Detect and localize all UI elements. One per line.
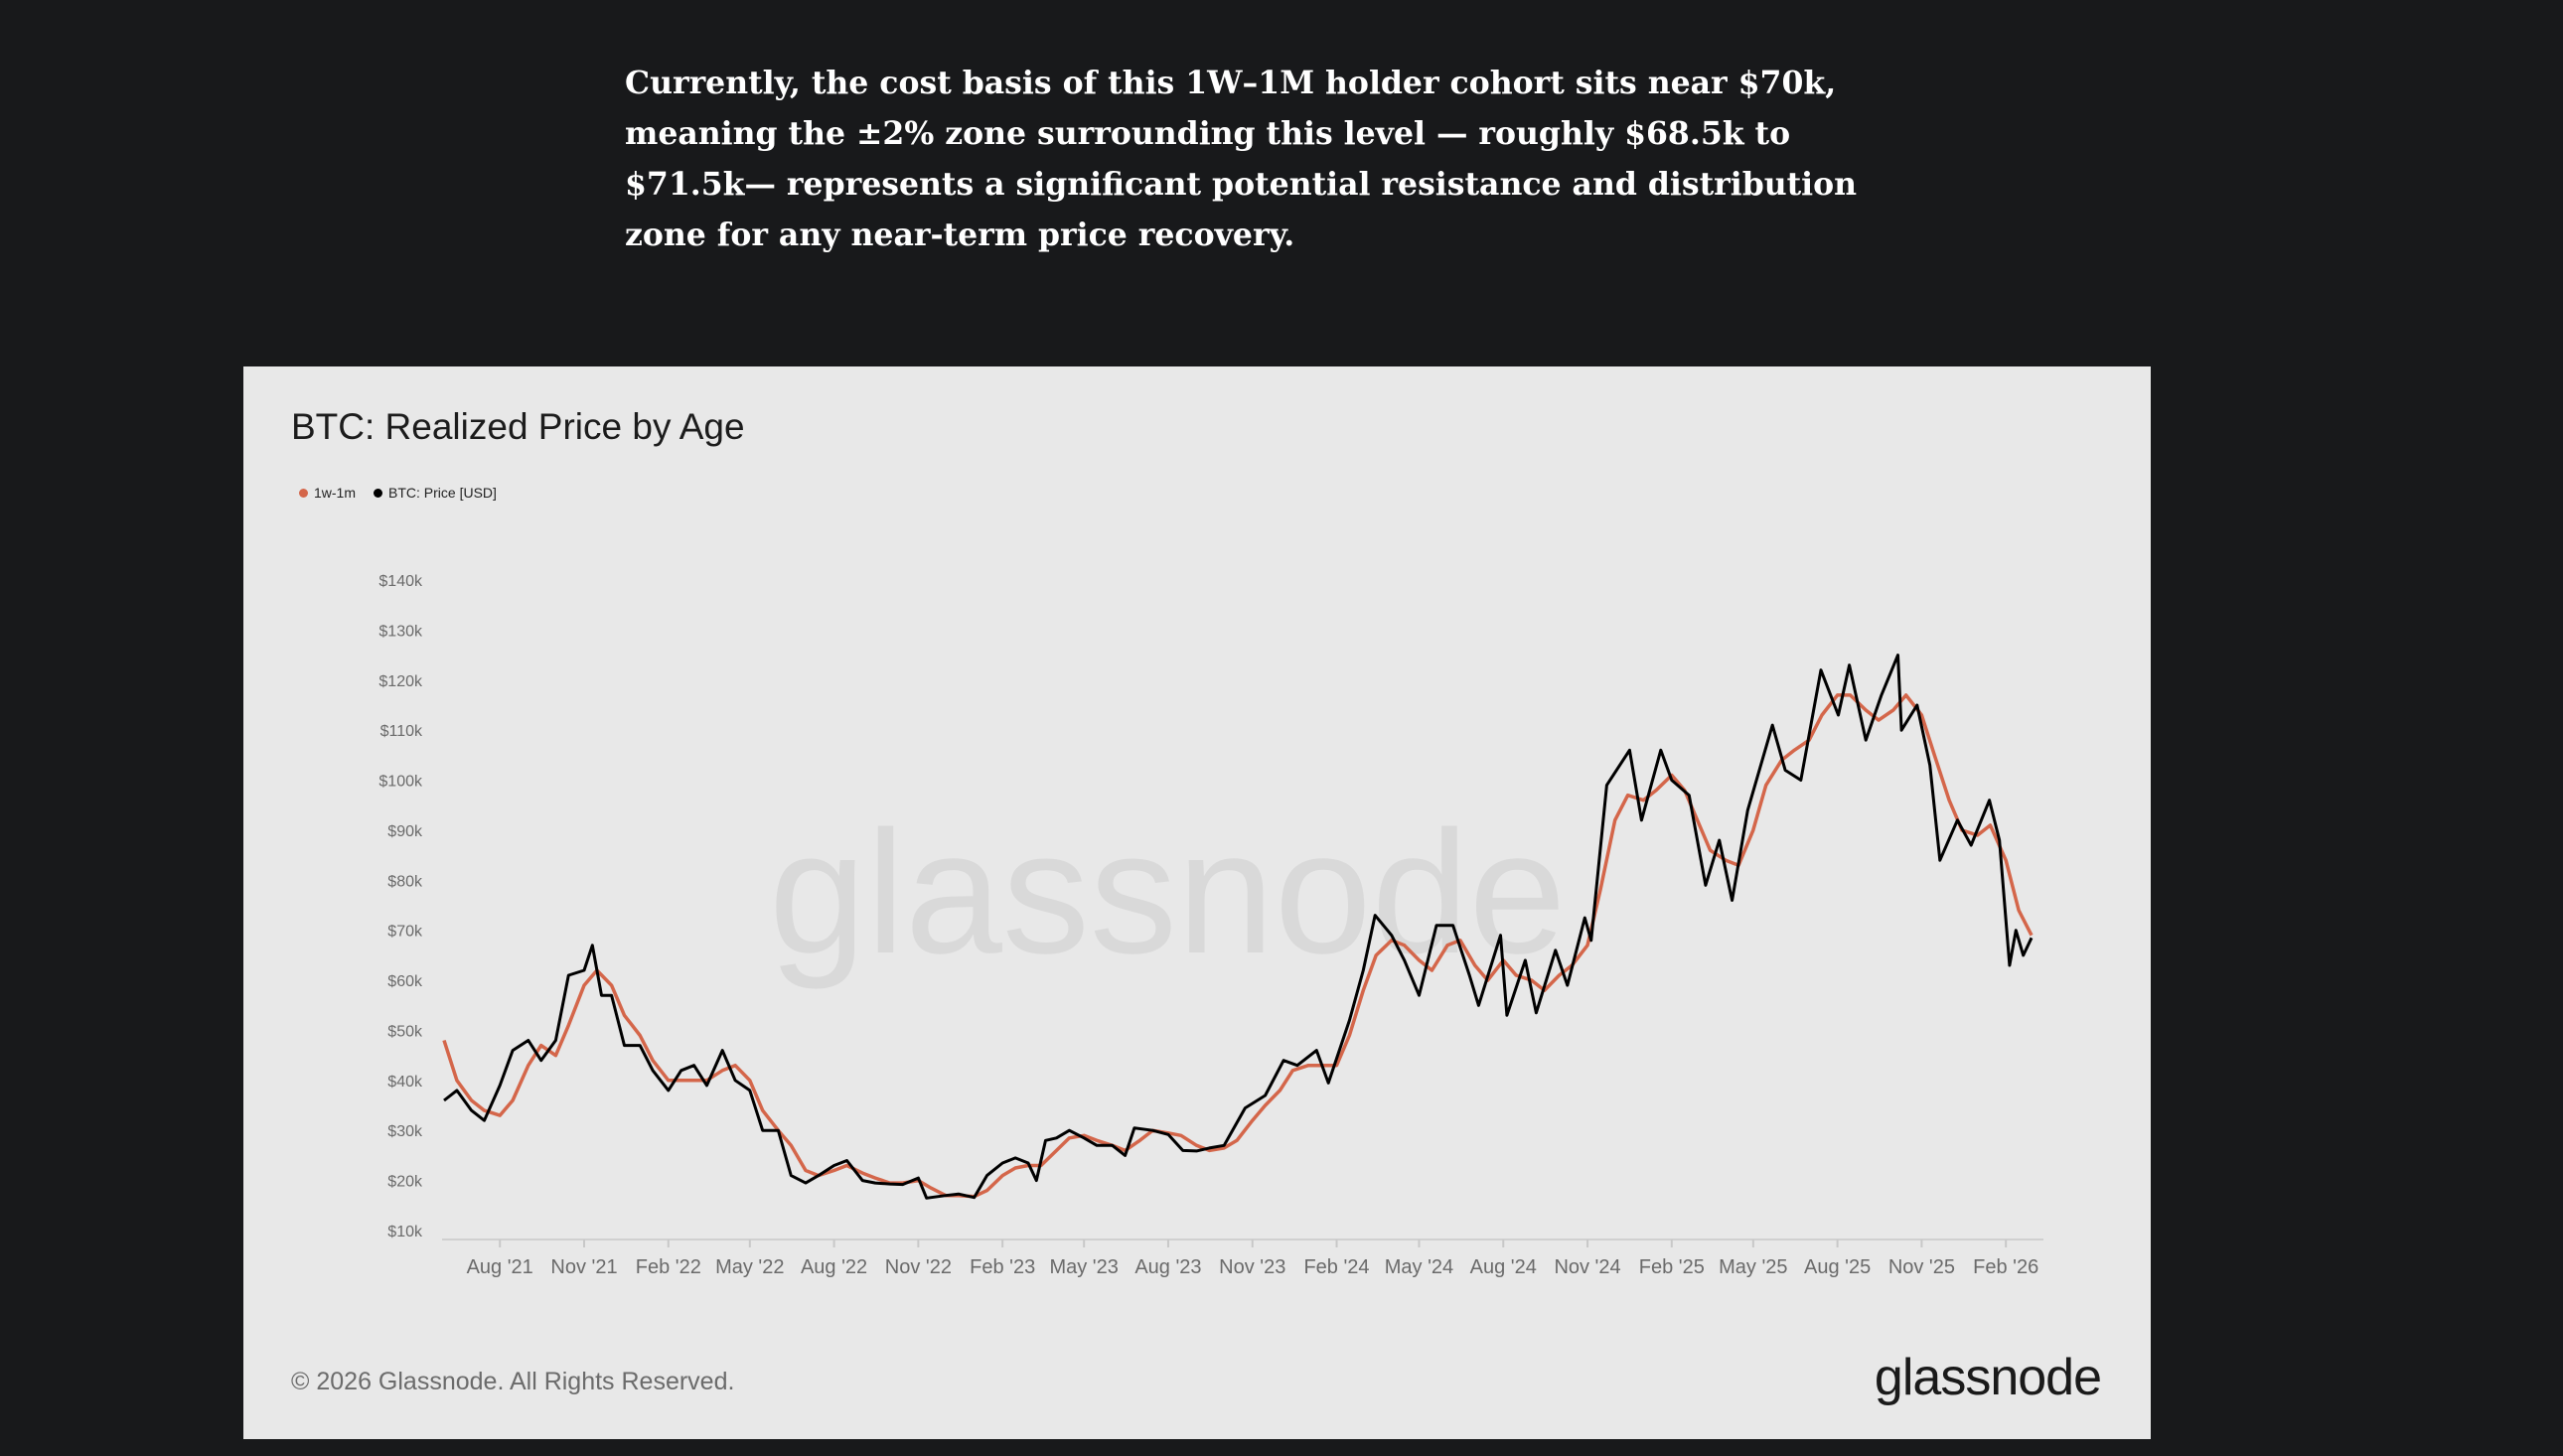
x-tick-label: Aug '21 (467, 1256, 533, 1278)
y-tick-label: $20k (387, 1174, 423, 1191)
x-tick-label: Nov '23 (1219, 1256, 1285, 1278)
series-lines (442, 654, 2034, 1200)
chart-canvas: glassnode $10k $20k $30k $40k $50k $60k $70k $8… (378, 573, 2043, 1278)
x-tick-label: Feb '26 (1973, 1256, 2038, 1278)
x-tick-label: Nov '24 (1554, 1256, 1620, 1278)
y-tick-label: $80k (387, 873, 423, 890)
legend-dot-icon (299, 488, 308, 498)
x-tick-label: Feb '24 (1303, 1256, 1369, 1278)
x-tick-label: May '23 (1049, 1256, 1118, 1278)
x-tick-label: Nov '22 (885, 1256, 952, 1278)
legend-label: 1w-1m (314, 485, 357, 501)
y-tick-label: $130k (378, 623, 423, 640)
y-tick-label: $10k (387, 1224, 423, 1240)
series-line-btc-price (443, 654, 2034, 1200)
y-axis-ticks: $10k $20k $30k $40k $50k $60k $70k $80k $90k $100… (378, 573, 423, 1240)
chart-watermark: glassnode (769, 796, 1566, 990)
copyright-text: © 2026 Glassnode. All Rights Reserved. (291, 1368, 735, 1395)
article-line: $71.5k— represents a significant potenti… (625, 166, 1858, 203)
x-tick-label: Feb '23 (970, 1256, 1035, 1278)
y-tick-label: $60k (387, 973, 423, 990)
y-tick-label: $30k (387, 1123, 423, 1140)
glassnode-logo[interactable]: glassnode (1874, 1349, 2102, 1406)
legend-item-btc-price[interactable]: BTC: Price [USD] (374, 485, 497, 501)
y-tick-label: $140k (378, 573, 423, 590)
x-tick-label: Aug '22 (801, 1256, 867, 1278)
article-line: zone for any near-term price recovery. (625, 217, 1295, 253)
article-line: meaning the ±2% zone surrounding this le… (625, 115, 1791, 152)
y-tick-label: $70k (387, 924, 423, 941)
x-tick-label: May '24 (1385, 1256, 1453, 1278)
x-tick-label: Nov '25 (1888, 1256, 1955, 1278)
x-axis-ticks: Aug '21 Nov '21 Feb '22 May '22 Aug '22 Nov '… (467, 1239, 2038, 1278)
x-tick-label: Aug '24 (1470, 1256, 1537, 1278)
chart-title: BTC: Realized Price by Age (291, 406, 745, 447)
legend-item-realized-price[interactable]: 1w-1m (299, 485, 356, 501)
y-tick-label: $40k (387, 1074, 423, 1091)
article-paragraph: Currently, the cost basis of this 1W–1M … (625, 58, 1858, 260)
x-tick-label: Aug '23 (1134, 1256, 1201, 1278)
y-tick-label: $110k (380, 723, 423, 740)
series-line-1w-1m (442, 693, 2034, 1199)
chart-legend: 1w-1m BTC: Price [USD] (299, 485, 497, 501)
chart-card: glassnode $10k $20k $30k $40k $50k $60k $70k $8… (243, 366, 2151, 1439)
y-tick-label: $100k (378, 774, 423, 791)
x-tick-label: Aug '25 (1804, 1256, 1871, 1278)
legend-dot-icon (374, 488, 383, 498)
legend-label: BTC: Price [USD] (388, 485, 497, 501)
y-tick-label: $120k (378, 673, 423, 690)
x-tick-label: Feb '25 (1639, 1256, 1705, 1278)
x-tick-label: May '25 (1719, 1256, 1787, 1278)
y-tick-label: $50k (387, 1023, 423, 1040)
y-tick-label: $90k (387, 823, 423, 840)
x-tick-label: Feb '22 (636, 1256, 701, 1278)
x-tick-label: Nov '21 (550, 1256, 617, 1278)
x-tick-label: May '22 (715, 1256, 784, 1278)
article-line: Currently, the cost basis of this 1W–1M … (625, 65, 1837, 101)
